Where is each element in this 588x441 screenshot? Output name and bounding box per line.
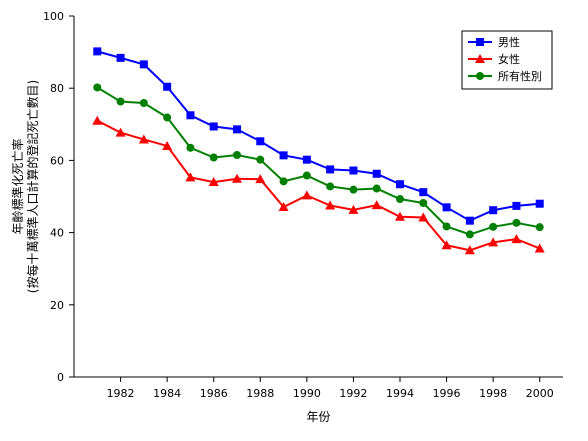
y-tick-label: 20 — [50, 299, 64, 312]
data-point — [489, 206, 498, 215]
data-point — [302, 171, 311, 180]
legend-marker — [476, 72, 484, 80]
data-point — [441, 240, 452, 250]
data-point — [279, 151, 288, 160]
data-point — [349, 185, 358, 194]
legend-label: 男性 — [498, 35, 520, 49]
data-point — [372, 169, 381, 178]
x-tick-label: 2000 — [526, 387, 554, 400]
legend-marker — [476, 38, 484, 46]
x-tick-label: 1986 — [200, 387, 228, 400]
data-point — [396, 195, 404, 204]
data-point — [279, 177, 288, 186]
data-point — [139, 60, 148, 69]
data-point — [395, 211, 405, 221]
data-point — [209, 122, 218, 131]
x-tick-label: 1996 — [433, 387, 461, 400]
data-point — [325, 200, 336, 210]
data-point — [256, 137, 265, 146]
x-axis-title: 年份 — [306, 410, 330, 424]
data-point — [162, 140, 173, 150]
x-tick-label: 1984 — [153, 387, 181, 400]
legend-marker — [475, 54, 485, 63]
series-group — [92, 47, 545, 255]
data-point — [489, 222, 498, 231]
data-point — [512, 218, 521, 227]
y-tick-label: 100 — [43, 10, 64, 23]
data-point — [418, 212, 429, 222]
data-point — [278, 201, 289, 211]
data-point — [163, 82, 172, 91]
data-point — [465, 230, 474, 239]
data-point — [371, 200, 382, 210]
data-point — [186, 111, 195, 120]
data-point — [208, 177, 219, 187]
y-ticks: 0 20 40 60 80 100 — [43, 10, 74, 384]
x-tick-label: 1990 — [293, 387, 321, 400]
x-tick-label: 1992 — [339, 387, 367, 400]
legend-item: 所有性別 — [468, 69, 542, 83]
y-axis-title-line-1: 年齡標準化死亡率 — [10, 138, 25, 234]
data-point — [535, 199, 544, 208]
data-point — [116, 53, 125, 62]
legend-label: 女性 — [498, 52, 520, 66]
data-point — [464, 245, 475, 255]
data-point — [372, 184, 381, 193]
series-2 — [92, 115, 545, 255]
data-point — [302, 155, 311, 164]
y-tick-label: 0 — [57, 371, 64, 384]
x-tick-label: 1998 — [479, 387, 507, 400]
series-3 — [93, 83, 544, 239]
data-point — [419, 188, 428, 197]
data-point — [511, 234, 522, 244]
legend-item: 女性 — [468, 52, 520, 66]
data-point — [93, 83, 102, 92]
y-tick-label: 40 — [50, 227, 64, 240]
data-point — [419, 198, 428, 207]
data-point — [465, 216, 474, 225]
x-tick-label: 1988 — [246, 387, 274, 400]
data-point — [115, 127, 126, 137]
series-line — [96, 86, 540, 236]
data-point — [139, 99, 148, 108]
data-point — [535, 223, 544, 232]
data-point — [255, 174, 266, 184]
data-point — [488, 237, 499, 247]
data-point — [185, 172, 196, 182]
y-tick-label: 60 — [50, 154, 64, 167]
data-point — [349, 166, 358, 175]
data-point — [442, 203, 451, 212]
legend-item: 男性 — [468, 35, 520, 49]
data-point — [233, 125, 241, 134]
data-point — [301, 190, 312, 200]
data-point — [186, 143, 195, 152]
legend-label: 所有性別 — [498, 69, 542, 83]
x-tick-label: 1994 — [386, 387, 414, 400]
data-point — [326, 165, 335, 174]
x-tick-label: 1982 — [107, 387, 135, 400]
series-line — [96, 119, 541, 252]
series-1 — [93, 47, 544, 225]
data-point — [116, 97, 125, 106]
data-point — [232, 173, 242, 183]
data-point — [442, 222, 451, 231]
data-point — [348, 204, 359, 214]
x-ticks: 1982 1984 1986 1988 1990 1992 1994 1996 1998 2000 — [107, 377, 554, 400]
data-point — [256, 155, 265, 164]
data-point — [93, 47, 102, 56]
data-point — [512, 201, 521, 210]
data-point — [233, 150, 241, 159]
data-point — [163, 113, 172, 122]
data-point — [138, 134, 149, 144]
data-point — [209, 153, 218, 162]
axes — [73, 16, 563, 378]
data-point — [326, 182, 335, 191]
data-point — [396, 180, 404, 189]
data-point — [92, 115, 103, 125]
y-tick-label: 80 — [50, 82, 64, 95]
y-axis-title-line-2: (按每十萬標準人口計算的登記死亡數目) — [25, 80, 40, 293]
data-point — [534, 243, 545, 253]
